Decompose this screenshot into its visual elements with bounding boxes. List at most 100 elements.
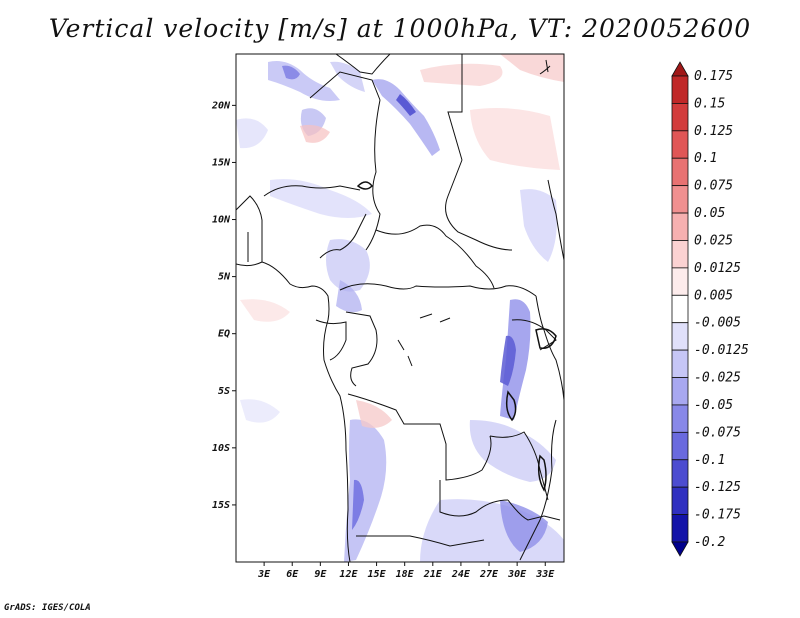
lake-chad xyxy=(356,181,373,190)
field-shading-rift-band-dark xyxy=(500,335,516,386)
border-angola-zambia xyxy=(439,480,509,517)
x-tick-label: 21E xyxy=(423,569,443,580)
colorbar-label: -0.025 xyxy=(694,371,741,386)
x-tick-label: 24E xyxy=(451,569,471,580)
x-tick-label: 3E xyxy=(257,569,271,580)
colorbar-segment xyxy=(671,349,689,378)
colorbar-segment xyxy=(671,103,689,132)
border-mozambique xyxy=(507,499,561,521)
x-tick-label: 27E xyxy=(479,569,499,580)
colorbar-top-arrow xyxy=(671,61,689,77)
field-shading-angola-red xyxy=(356,400,392,428)
colorbar-segment xyxy=(671,294,689,324)
field-shading-red-patch-2 xyxy=(420,63,503,86)
colorbar-label: -0.2 xyxy=(694,535,725,550)
field-shading-nile-band-dark xyxy=(396,94,416,116)
colorbar-segment xyxy=(671,240,689,269)
field-shading-sahel-blue xyxy=(270,179,372,218)
border-nigeria-cameroon xyxy=(319,213,367,259)
colorbar-label: -0.175 xyxy=(694,508,741,523)
colorbar-label: -0.005 xyxy=(694,316,741,331)
y-tick-label: 15S xyxy=(212,500,230,511)
field-shading-ocean-blue xyxy=(240,399,280,423)
y-tick-label: 15N xyxy=(212,157,231,168)
border-angola-namibia xyxy=(356,535,485,547)
y-tick-label: 5S xyxy=(218,386,230,397)
colorbar-segment xyxy=(671,486,689,515)
x-tick-label: 15E xyxy=(368,569,387,580)
y-tick-label: EQ xyxy=(218,329,230,340)
field-shading-red-patch-1 xyxy=(300,124,330,143)
field-shading-west-sahel-blue xyxy=(236,118,268,149)
colorbar-label: 0.15 xyxy=(694,96,725,111)
border-chad-sudan xyxy=(365,99,381,251)
colorbar-label: -0.1 xyxy=(694,453,725,468)
x-tick-label: 30E xyxy=(507,569,527,580)
colorbar: 0.175 0.15 0.125 0.1 0.075 0.05 0.025 0.0125 0.0… xyxy=(671,61,749,557)
colorbar-segment xyxy=(671,404,689,433)
chart-title: Vertical velocity [m/s] at 1000hPa, VT: … xyxy=(48,14,752,43)
border-gabon-congo xyxy=(315,319,347,361)
colorbar-label: -0.0125 xyxy=(694,343,749,358)
field-shading-mozambique-blue xyxy=(500,500,548,552)
border-sudan-ethiopia xyxy=(445,159,513,251)
colorbar-label: 0.1 xyxy=(694,151,717,166)
x-tick-label: 6E xyxy=(286,569,299,580)
colorbar-label: -0.125 xyxy=(694,480,741,495)
colorbar-segment xyxy=(671,322,689,351)
field-shading-rift-band xyxy=(500,299,531,420)
colorbar-label: 0.025 xyxy=(694,233,733,248)
colorbar-label: -0.075 xyxy=(694,425,741,440)
colorbar-label: 0.005 xyxy=(694,288,733,303)
lake-victoria xyxy=(535,328,557,349)
border-libya-egypt xyxy=(447,54,463,161)
colorbar-segment xyxy=(671,377,689,406)
field-shading-ne-red xyxy=(500,54,564,82)
map-frame xyxy=(235,53,565,563)
border-tanzania xyxy=(535,295,564,401)
coastline-west xyxy=(236,261,351,562)
colorbar-segment xyxy=(671,75,689,104)
field-shading xyxy=(236,54,564,562)
colorbar-segment xyxy=(671,514,689,543)
x-tick-label: 33E xyxy=(535,569,555,580)
y-tick-label: 10S xyxy=(212,443,230,454)
border-drc-angola xyxy=(347,393,492,481)
y-tick-label: 10N xyxy=(212,215,231,226)
country-borders xyxy=(236,54,564,562)
axis-ticks xyxy=(232,104,546,566)
field-shading-north-blue-dark xyxy=(282,65,300,80)
field-shading-nigeria-blue xyxy=(326,239,370,292)
field-shading-nile-band xyxy=(372,79,440,156)
field-shading-ocean-red xyxy=(240,299,290,322)
colorbar-label: 0.075 xyxy=(694,179,733,194)
colorbar-segment xyxy=(671,130,689,159)
colorbar-label: 0.125 xyxy=(694,124,733,139)
colorbar-label: -0.05 xyxy=(694,398,733,413)
grads-credit: GrADS: IGES/COLA xyxy=(4,603,91,613)
border-zambia-malawi xyxy=(489,431,549,501)
colorbar-segment xyxy=(671,267,689,296)
y-tick-label: 20N xyxy=(211,100,231,111)
border-niger-libya xyxy=(309,71,381,101)
colorbar-label: 0.175 xyxy=(694,69,733,84)
border-drc-west xyxy=(345,311,378,387)
colorbar-segment xyxy=(671,212,689,241)
drc-dash-line xyxy=(397,313,451,367)
border-nigeria-niger xyxy=(263,185,361,197)
field-shading-red-patch-3 xyxy=(470,108,560,170)
colorbar-segment xyxy=(671,157,689,187)
colorbar-segment xyxy=(671,185,689,214)
x-tick-label: 18E xyxy=(396,569,415,580)
field-shading-ethiopia-blue xyxy=(520,189,557,262)
border-algeria-libya xyxy=(335,54,391,75)
border-west-africa xyxy=(236,195,263,262)
border-car-drc xyxy=(339,283,537,297)
field-shading-angola-blue-dark xyxy=(352,479,364,530)
axis-labels: 3E 6E 9E 12E 15E 18E 21E 24E 27E 30E 33E 20N 15N 10N 5… xyxy=(211,100,555,580)
x-tick-label: 12E xyxy=(339,569,358,580)
colorbar-label: 0.05 xyxy=(694,206,725,221)
y-tick-label: 5N xyxy=(218,272,231,283)
colorbar-segment xyxy=(671,431,689,461)
